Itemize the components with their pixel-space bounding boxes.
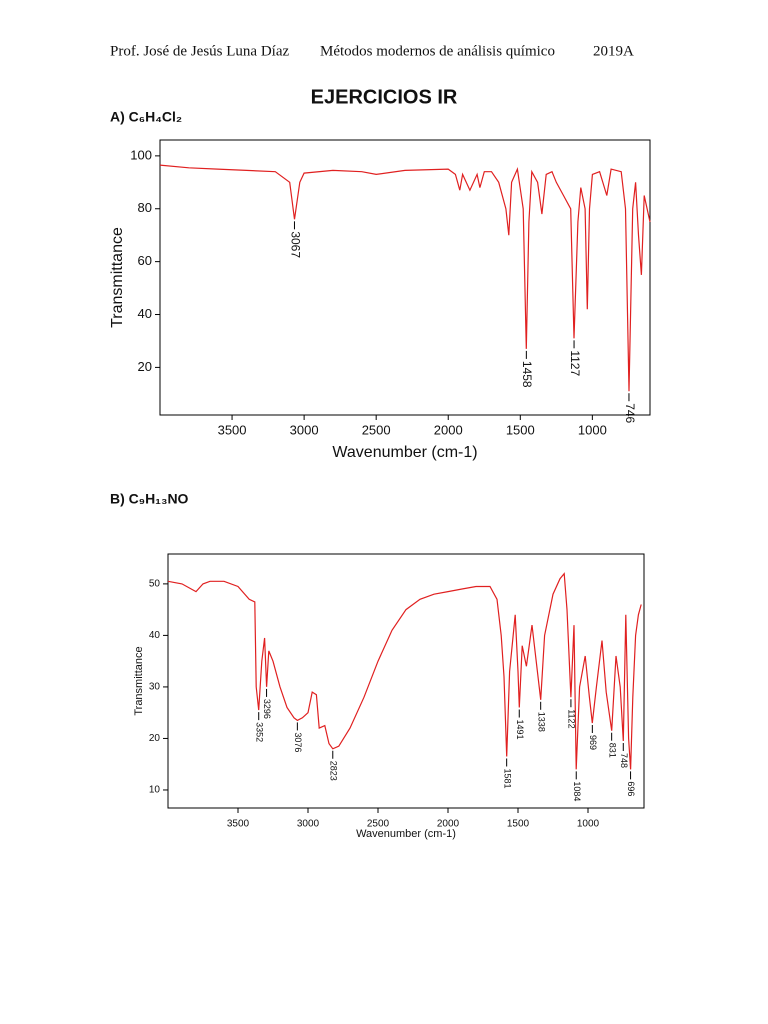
y-tick-label: 40 <box>149 630 161 641</box>
x-tick-label: 1500 <box>507 819 530 830</box>
peak-label: 1084 <box>572 781 582 801</box>
peak-label: 696 <box>626 781 636 796</box>
y-tick-label: 100 <box>130 147 152 162</box>
doc-title: EJERCICIOS IR <box>311 86 458 108</box>
peak-label: 3296 <box>262 699 272 719</box>
peak-label: 1458 <box>520 361 534 388</box>
x-tick-label: 3000 <box>290 422 319 437</box>
y-tick-label: 20 <box>138 359 152 374</box>
spectrum-line <box>167 572 642 770</box>
x-tick-label: 3000 <box>297 819 320 830</box>
x-tick-label: 3500 <box>218 422 247 437</box>
peak-label: 1581 <box>502 768 512 788</box>
y-axis-label: Transmittance <box>109 227 126 328</box>
peak-label: 1127 <box>568 350 582 376</box>
y-axis-label: Transmittance <box>133 646 145 715</box>
peak-label: 3352 <box>254 722 264 742</box>
x-axis-label: Wavenumber (cm-1) <box>332 444 477 461</box>
peak-label: 3076 <box>293 732 303 752</box>
x-tick-label: 2000 <box>437 819 460 830</box>
x-tick-label: 3500 <box>227 819 250 830</box>
y-tick-label: 60 <box>138 253 152 268</box>
y-tick-label: 20 <box>149 733 161 744</box>
peak-label: 831 <box>607 743 617 758</box>
plot-frame <box>167 553 645 809</box>
peak-label: 1122 <box>567 709 577 728</box>
peak-label: 1491 <box>515 720 525 740</box>
x-tick-label: 2500 <box>362 422 391 437</box>
term: 2019A <box>593 43 634 59</box>
peak-label: 2823 <box>328 761 338 781</box>
chart-title: B) C₉H₁₃NO <box>110 491 189 507</box>
peak-label: 746 <box>623 403 637 423</box>
x-tick-label: 2000 <box>434 422 463 437</box>
y-tick-label: 10 <box>149 785 161 796</box>
y-tick-label: 40 <box>138 306 152 321</box>
course: Métodos modernos de análisis químico <box>320 43 555 59</box>
x-tick-label: 1500 <box>506 422 535 437</box>
spectrum-line <box>159 164 651 392</box>
y-tick-label: 50 <box>149 579 161 590</box>
x-tick-label: 2500 <box>367 819 390 830</box>
peak-label: 1338 <box>536 712 546 732</box>
x-tick-label: 1000 <box>577 819 600 830</box>
peak-label: 3067 <box>288 231 302 258</box>
y-tick-label: 80 <box>138 200 152 215</box>
y-tick-label: 30 <box>149 682 161 693</box>
plot-frame <box>159 139 651 416</box>
x-axis-label: Wavenumber (cm-1) <box>356 828 456 840</box>
peak-label: 969 <box>588 735 598 750</box>
author: Prof. José de Jesús Luna Díaz <box>110 43 289 59</box>
x-tick-label: 1000 <box>578 422 607 437</box>
chart-title: A) C₆H₄Cl₂ <box>110 109 182 125</box>
peak-label: 748 <box>619 753 629 768</box>
